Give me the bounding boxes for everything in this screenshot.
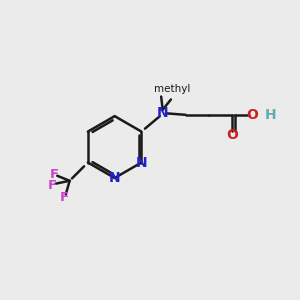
Text: F: F: [60, 191, 69, 204]
Text: O: O: [246, 108, 258, 122]
Text: F: F: [47, 179, 56, 192]
Text: F: F: [50, 168, 59, 181]
Text: N: N: [157, 106, 169, 120]
Text: O: O: [226, 128, 238, 142]
Text: H: H: [265, 108, 276, 122]
Text: N: N: [109, 171, 121, 185]
Text: methyl: methyl: [154, 84, 190, 94]
Text: N: N: [136, 155, 147, 170]
